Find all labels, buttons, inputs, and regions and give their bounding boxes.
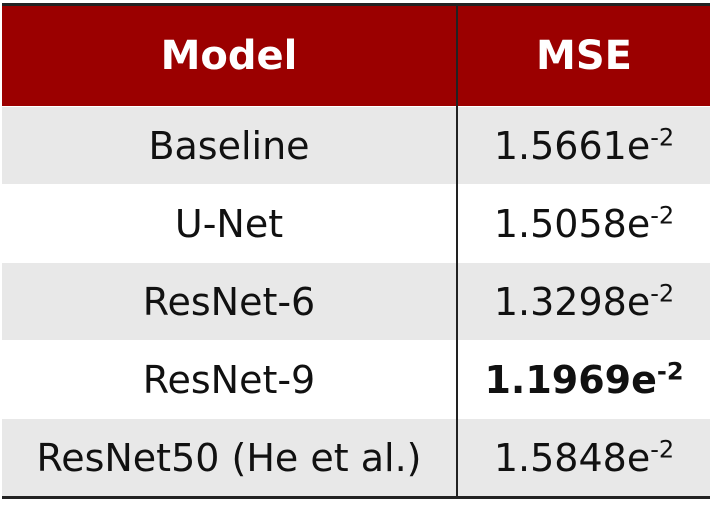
- table-row: ResNet50 (He et al.) 1.5848e-2: [2, 418, 710, 498]
- mse-mantissa: 1.5848e: [493, 435, 651, 480]
- mse-column-header: MSE: [456, 4, 710, 107]
- model-column-header: Model: [2, 4, 457, 107]
- mse-mantissa: 1.1969e: [484, 357, 657, 402]
- model-cell: Baseline: [2, 106, 457, 185]
- mse-cell-best: 1.1969e-2: [456, 340, 710, 419]
- header-row: Model MSE: [2, 4, 710, 107]
- mse-exponent: -2: [650, 122, 675, 151]
- table-row: ResNet-9 1.1969e-2: [2, 340, 710, 419]
- mse-exponent: -2: [650, 278, 675, 307]
- model-cell: ResNet-6: [2, 262, 457, 341]
- results-table: Model MSE Baseline 1.5661e-2 U-Net 1.505…: [2, 3, 710, 499]
- table-row: Baseline 1.5661e-2: [2, 106, 710, 185]
- mse-mantissa: 1.3298e: [493, 279, 651, 324]
- table-row: U-Net 1.5058e-2: [2, 184, 710, 263]
- model-cell: ResNet50 (He et al.): [2, 418, 457, 498]
- mse-cell: 1.3298e-2: [456, 262, 710, 341]
- model-cell: ResNet-9: [2, 340, 457, 419]
- mse-exponent: -2: [650, 200, 675, 229]
- mse-exponent: -2: [650, 434, 675, 463]
- mse-mantissa: 1.5058e: [493, 201, 651, 246]
- table-row: ResNet-6 1.3298e-2: [2, 262, 710, 341]
- model-cell: U-Net: [2, 184, 457, 263]
- mse-mantissa: 1.5661e: [493, 123, 651, 168]
- mse-cell: 1.5058e-2: [456, 184, 710, 263]
- mse-exponent: -2: [656, 356, 684, 385]
- mse-cell: 1.5661e-2: [456, 106, 710, 185]
- mse-cell: 1.5848e-2: [456, 418, 710, 498]
